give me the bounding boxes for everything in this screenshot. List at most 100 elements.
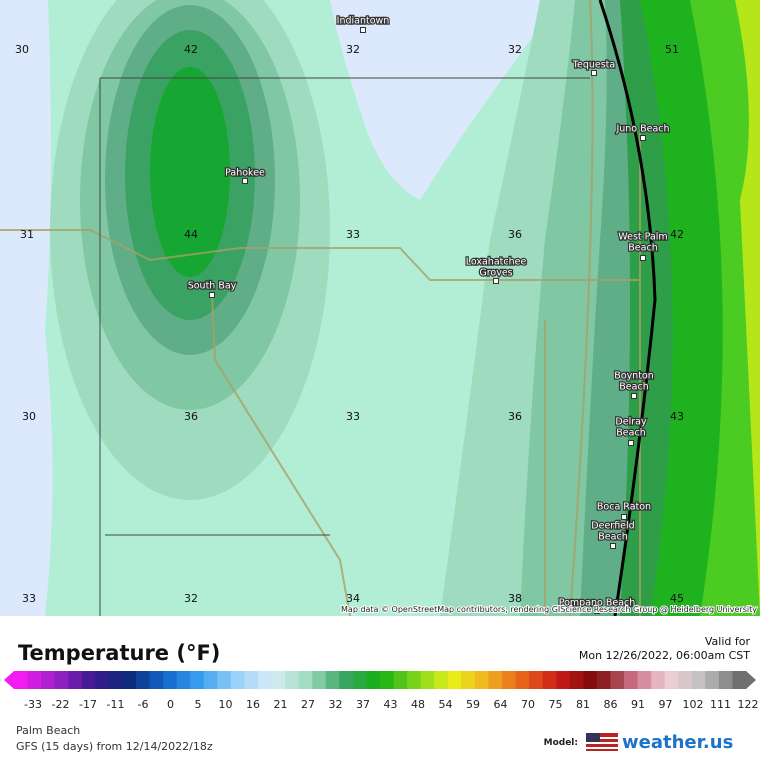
color-swatch (312, 671, 327, 689)
color-swatch (176, 671, 191, 689)
grid-value: 34 (346, 592, 360, 605)
scale-tick: 81 (576, 698, 590, 711)
scale-tick: 48 (411, 698, 425, 711)
map (0, 0, 760, 617)
grid-value: 51 (665, 43, 679, 56)
color-swatch (718, 671, 733, 689)
color-swatch (380, 671, 395, 689)
color-swatch (149, 671, 164, 689)
place-label: Beach (619, 382, 648, 393)
color-swatch (203, 671, 218, 689)
color-swatch (14, 671, 29, 689)
scale-tick: 0 (167, 698, 174, 711)
scale-tick: 27 (301, 698, 315, 711)
place-marker (591, 70, 597, 76)
place-marker (360, 27, 366, 33)
model-run: GFS (15 days) from 12/14/2022/18z (16, 740, 213, 753)
color-swatch (705, 671, 720, 689)
place-label: Pompano Beach (559, 598, 636, 609)
color-swatch (258, 671, 273, 689)
scale-tick: -33 (24, 698, 42, 711)
scale-tick: -17 (79, 698, 97, 711)
place-label: Tequesta (572, 60, 615, 71)
color-swatch (136, 671, 151, 689)
place-label: Deerfield (591, 521, 634, 532)
place-marker (621, 514, 627, 520)
color-swatch (474, 671, 489, 689)
grid-value: 43 (670, 410, 684, 423)
color-swatch (515, 671, 530, 689)
place-marker (628, 440, 634, 446)
place-label: South Bay (188, 281, 237, 292)
color-swatch (664, 671, 679, 689)
color-swatch (230, 671, 245, 689)
color-swatch (352, 671, 367, 689)
color-swatch (502, 671, 517, 689)
color-swatch (434, 671, 449, 689)
scale-tick: 54 (439, 698, 453, 711)
scale-tick: 91 (631, 698, 645, 711)
color-swatch (366, 671, 381, 689)
color-swatch (596, 671, 611, 689)
grid-value: 32 (346, 43, 360, 56)
color-swatch (95, 671, 110, 689)
place-label: Loxahatchee (466, 257, 527, 268)
grid-value: 36 (508, 228, 522, 241)
place-label: Delray (615, 417, 647, 428)
color-swatch (68, 671, 83, 689)
color-swatch (637, 671, 652, 689)
valid-time: Mon 12/26/2022, 06:00am CST (579, 649, 750, 662)
place-marker (640, 135, 646, 141)
color-swatch (81, 671, 96, 689)
scale-tick: 43 (384, 698, 398, 711)
valid-label: Valid for (705, 635, 751, 648)
color-swatch (691, 671, 706, 689)
color-swatch (407, 671, 422, 689)
color-swatch (217, 671, 232, 689)
scale-tick: 21 (274, 698, 288, 711)
color-swatch (41, 671, 56, 689)
bar-end-left (4, 671, 14, 689)
color-swatch (732, 671, 747, 689)
brand: weather.us (622, 732, 733, 753)
grid-value: 38 (508, 592, 522, 605)
grid-value: 32 (508, 43, 522, 56)
scale-tick: -6 (138, 698, 149, 711)
grid-value: 33 (346, 228, 360, 241)
color-swatch (54, 671, 69, 689)
place-marker (610, 543, 616, 549)
place-label: Beach (598, 532, 627, 543)
scale-tick: 70 (521, 698, 535, 711)
color-swatch (108, 671, 123, 689)
color-swatch (610, 671, 625, 689)
place-marker (640, 255, 646, 261)
scale-tick: 16 (246, 698, 260, 711)
color-swatch (339, 671, 354, 689)
attribution: Map data © OpenStreetMap contributors, r… (341, 605, 757, 614)
place-label: West Palm (618, 232, 667, 243)
color-swatch (325, 671, 340, 689)
color-swatch (420, 671, 435, 689)
scale-tick: 59 (466, 698, 480, 711)
place-marker (631, 393, 637, 399)
grid-value: 45 (670, 592, 684, 605)
grid-value: 36 (184, 410, 198, 423)
color-swatch (298, 671, 313, 689)
place-marker (594, 608, 600, 614)
scale-tick: 97 (659, 698, 673, 711)
color-swatch (447, 671, 462, 689)
scale-tick: 122 (738, 698, 759, 711)
grid-value: 31 (20, 228, 34, 241)
grid-value: 33 (22, 592, 36, 605)
place-label: Beach (628, 243, 657, 254)
grid-value: 33 (346, 410, 360, 423)
place-marker (242, 178, 248, 184)
color-swatch (678, 671, 693, 689)
color-swatch (122, 671, 137, 689)
scale-tick: 10 (219, 698, 233, 711)
place-label: Indiantown (337, 16, 390, 27)
place-label: Juno Beach (615, 124, 669, 135)
scale-tick: 75 (549, 698, 563, 711)
